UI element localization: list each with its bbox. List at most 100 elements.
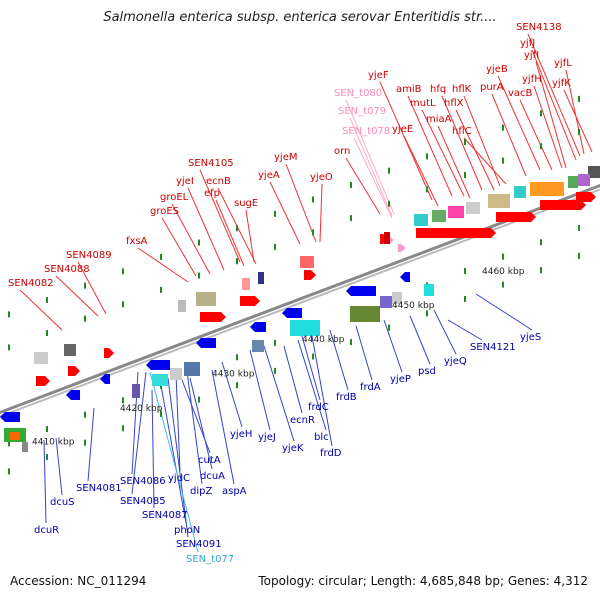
leader-line [171,203,211,275]
feature-box [64,344,76,356]
track-guide-dot [274,367,276,374]
gene-label: mutL [410,98,436,109]
track-guide-dot [502,157,504,164]
leader-line [531,49,577,161]
track-guide-dot [388,200,390,207]
gene-label: fxsA [126,236,148,247]
gene-label: frdC [308,402,329,413]
leader-line [441,95,483,191]
forward-gene-arrow [68,366,80,376]
track-guide-dot [84,439,86,446]
track-guide-dot [464,138,466,145]
track-guide-dot [8,344,10,351]
coordinate-tick-label: 4440 kbp [302,335,345,345]
coordinate-tick-label: 4410 kbp [32,437,75,447]
gene-label: yjfI [524,50,539,61]
feature-box [152,374,168,386]
leader-line [19,289,63,331]
leader-line [149,371,199,553]
gene-label: SEN4081 [76,483,122,494]
track-guide-dot [502,253,504,260]
leader-line [189,377,213,470]
coordinate-tick-label: 4430 kbp [212,369,255,379]
leader-line [55,275,99,317]
forward-gene-arrow [540,200,586,210]
leader-line [463,95,501,187]
track-guide-dot [236,225,238,232]
feature-box [258,272,264,284]
forward-gene-arrow [200,312,226,322]
gene-label: yjeQ [444,356,467,367]
leader-line [533,85,563,169]
gene-label: groES [150,206,179,217]
leader-line [175,373,181,472]
gene-label: yjeE [392,124,413,135]
feature-box [568,176,578,188]
feature-box [300,256,314,268]
leader-line [519,99,553,171]
track-guide-dot [46,426,48,433]
feature-box [414,214,428,226]
reverse-gene-arrow [146,360,170,370]
gene-label: purA [480,82,504,93]
gene-label: yjeP [390,374,411,385]
leader-line [187,187,225,271]
leader-line [403,135,439,207]
track-guide-dot [46,454,48,461]
leader-line [211,369,235,485]
gene-label: SEN4088 [44,264,90,275]
leader-line [383,319,403,373]
track-guide-dot [312,229,314,236]
track-guide-dot [84,282,86,289]
gene-label: dcuR [34,525,59,536]
leader-line [245,209,255,263]
track-guide-dot [122,397,124,404]
gene-label: efp [204,188,220,199]
reverse-gene-arrow [66,390,80,400]
gene-label: dcuS [50,497,75,508]
leader-line [497,75,541,171]
gene-label: SEN4087 [142,510,188,521]
feature-box [350,306,380,322]
gene-label: SEN4086 [120,476,166,487]
leader-line [55,437,63,496]
track-guide-dot [464,267,466,274]
gene-label: SEN4105 [188,158,234,169]
gene-label: SEN_t079 [338,106,386,117]
feature-box [184,362,200,376]
gene-label: SEN4138 [516,22,562,33]
leader-line [167,377,189,538]
gene-label: yjeF [368,70,389,81]
leader-line [185,363,203,485]
forward-gene-arrow [104,348,114,358]
leader-line [151,389,155,509]
feature-box [178,300,186,312]
gene-label: SEN4091 [176,539,222,550]
gene-label: vacB [508,88,533,99]
track-guide-dot [540,110,542,117]
track-guide-dot [160,410,162,417]
gene-label: dipZ [190,486,212,497]
track-guide-dot [274,210,276,217]
forward-gene-arrow [36,376,50,386]
track-guide-dot [198,396,200,403]
backbone-end-marker [588,166,600,178]
gene-label: psd [418,366,436,377]
track-guide-dot [426,186,428,193]
coordinate-tick-label: 4420 kbp [120,404,163,414]
leader-line [329,329,349,391]
feature-box [132,384,140,398]
feature-box [578,174,590,186]
track-guide-dot [198,239,200,246]
gene-label: cutA [198,455,221,466]
feature-box [384,232,390,244]
track-guide-dot [312,196,314,203]
track-guide-dot [160,286,162,293]
genome-title: Salmonella enterica subsp. enterica sero… [103,10,497,25]
feature-box [380,296,392,308]
gene-label: miaA [426,114,452,125]
feature-box [448,206,464,218]
track-guide-dot [8,468,10,475]
coordinate-tick-label: 4460 kbp [482,267,525,277]
feature-box [34,352,48,364]
